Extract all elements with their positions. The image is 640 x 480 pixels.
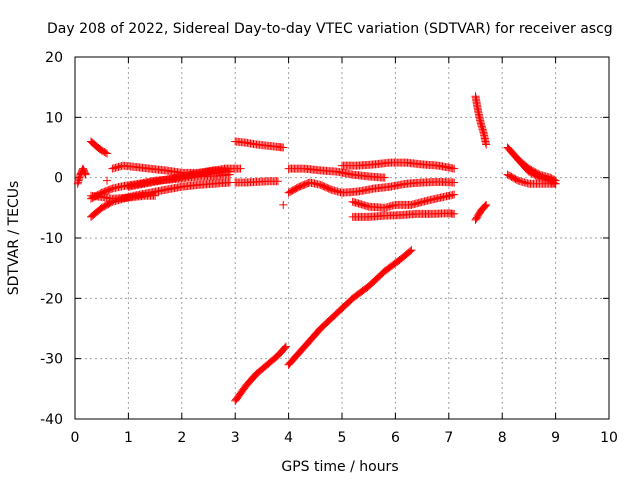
data-point-markers [73, 164, 90, 188]
data-series [471, 92, 491, 149]
data-series [231, 137, 288, 152]
data-point-markers [87, 137, 112, 158]
x-tick-label: 6 [391, 430, 400, 446]
data-series [103, 176, 112, 185]
data-series [348, 190, 459, 212]
data-series [124, 164, 245, 191]
x-tick-label: 0 [71, 430, 80, 446]
x-tick-label: 3 [231, 430, 240, 446]
data-series [284, 177, 459, 197]
data-point-markers [338, 158, 459, 173]
data-point-markers [503, 170, 560, 188]
data-series [279, 200, 288, 209]
data-point-markers [348, 209, 459, 221]
data-point-markers [348, 190, 459, 212]
x-tick-label: 4 [284, 430, 293, 446]
y-tick-label: -10 [40, 231, 63, 247]
y-tick-label: 20 [45, 50, 63, 66]
data-series [284, 246, 416, 369]
data-series [348, 209, 459, 221]
x-tick-label: 7 [444, 430, 453, 446]
x-tick-label: 5 [338, 430, 347, 446]
data-point-markers [231, 342, 290, 405]
x-tick-label: 10 [600, 430, 618, 446]
data-point-markers [231, 137, 288, 152]
y-axis-label: SDTVAR / TECUs [6, 181, 22, 296]
data-layer [73, 92, 560, 405]
data-point-markers [284, 246, 416, 369]
y-tick-label: -30 [40, 352, 63, 368]
data-series [503, 170, 560, 188]
data-point-markers [284, 177, 459, 197]
data-point-markers [471, 200, 491, 224]
data-series [231, 342, 290, 405]
x-tick-label: 2 [177, 430, 186, 446]
data-series [471, 200, 491, 224]
y-tick-label: -20 [40, 291, 63, 307]
data-point-markers [279, 200, 288, 209]
data-point-markers [103, 176, 112, 185]
data-series [338, 158, 459, 173]
y-tick-label: 0 [54, 171, 63, 187]
grid-layer [75, 57, 609, 419]
data-point-markers [231, 177, 282, 187]
chart-title: Day 208 of 2022, Sidereal Day-to-day VTE… [47, 21, 613, 37]
x-tick-label: 9 [551, 430, 560, 446]
data-series [73, 164, 90, 188]
tick-layer: 0 1 2 3 4 5 6 7 8 9 10 -40 -30 -20 -10 0 10 20 [40, 50, 618, 446]
data-series [87, 191, 160, 203]
data-point-markers [87, 191, 160, 203]
x-tick-label: 1 [124, 430, 133, 446]
y-tick-label: -40 [40, 412, 63, 428]
y-tick-label: 10 [45, 110, 63, 126]
x-tick-label: 8 [498, 430, 507, 446]
data-point-markers [284, 164, 389, 182]
data-point-markers [471, 92, 491, 149]
data-point-markers [124, 164, 245, 191]
data-series [87, 137, 112, 158]
x-axis-label: GPS time / hours [281, 459, 398, 475]
data-series [284, 164, 389, 182]
data-series [231, 177, 282, 187]
